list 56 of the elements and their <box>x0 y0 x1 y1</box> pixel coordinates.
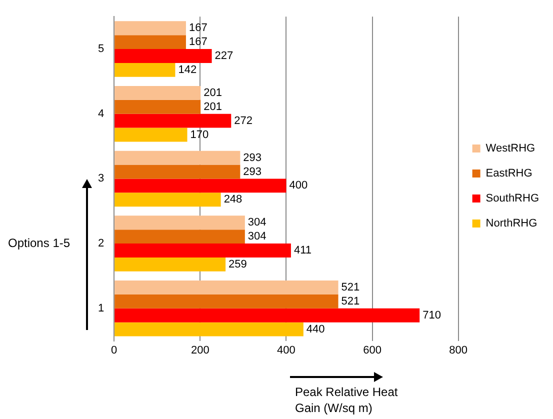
data-label: 170 <box>190 128 209 141</box>
bar <box>114 294 338 308</box>
data-label: 440 <box>306 323 325 336</box>
data-label: 167 <box>188 36 208 48</box>
data-label: 201 <box>204 100 222 113</box>
data-label: 521 <box>341 282 360 294</box>
bar <box>114 322 304 336</box>
x-axis-title: Peak Relative Heat Gain (W/sq m) <box>295 384 399 416</box>
x-tick-label: 600 <box>363 344 382 356</box>
x-tick-label: 0 <box>111 344 118 356</box>
y-tick-label: 5 <box>98 43 104 56</box>
y-tick-label: 3 <box>98 172 104 185</box>
bar <box>114 49 212 63</box>
bar <box>114 114 232 128</box>
data-label: 201 <box>204 86 222 99</box>
data-label: 167 <box>188 22 208 34</box>
x-tick-label: 400 <box>277 344 296 356</box>
data-label: 304 <box>248 230 266 243</box>
data-label: 710 <box>422 309 441 322</box>
y-axis-title: Options 1-5 <box>8 236 70 250</box>
y-tick-label: 4 <box>98 108 104 120</box>
data-label: 293 <box>243 166 262 178</box>
bar <box>114 150 240 165</box>
bar <box>114 178 286 193</box>
bar <box>114 35 186 50</box>
bar <box>114 244 291 258</box>
data-label: 259 <box>228 258 247 270</box>
bar <box>114 128 188 142</box>
data-label: 248 <box>224 194 242 206</box>
y-tick-label: 1 <box>98 302 104 314</box>
bar <box>114 257 226 272</box>
bar <box>114 62 176 77</box>
legend-label: NorthRHG <box>486 218 538 230</box>
bar <box>114 21 186 36</box>
data-label: 304 <box>248 216 266 229</box>
bar <box>114 230 245 244</box>
bar <box>114 280 338 294</box>
data-label: 227 <box>214 50 234 62</box>
x-tick-label: 800 <box>449 344 468 356</box>
data-label: 293 <box>243 152 262 164</box>
bar <box>114 308 420 322</box>
data-label: 400 <box>289 180 308 192</box>
bar <box>114 164 240 179</box>
y-tick-label: 2 <box>98 238 104 250</box>
bar <box>114 100 201 114</box>
legend-label: EastRHG <box>486 168 532 180</box>
legend-label: WestRHG <box>486 142 536 155</box>
legend-label: SouthRHG <box>486 192 540 205</box>
bar <box>114 192 221 207</box>
bar <box>114 216 245 230</box>
x-tick-label: 200 <box>190 344 210 356</box>
data-label: 142 <box>178 64 197 76</box>
bar <box>114 86 201 100</box>
data-label: 411 <box>294 244 312 257</box>
data-label: 521 <box>341 295 360 308</box>
data-label: 272 <box>234 114 252 127</box>
